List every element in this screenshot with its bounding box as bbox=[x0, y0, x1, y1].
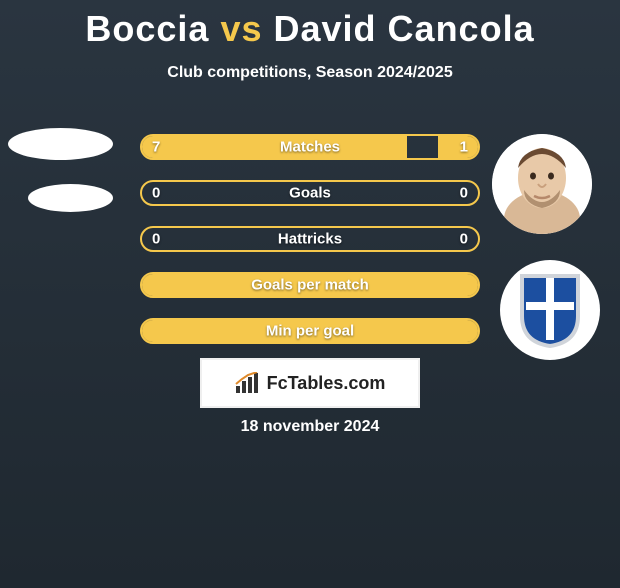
bar-label: Matches bbox=[142, 139, 478, 156]
attribution-text: FcTables.com bbox=[267, 373, 386, 394]
attribution-badge: FcTables.com bbox=[200, 358, 420, 408]
subtitle: Club competitions, Season 2024/2025 bbox=[0, 64, 620, 82]
bar-label: Hattricks bbox=[142, 231, 478, 248]
stat-bar-row: Min per goal bbox=[140, 318, 480, 344]
date-label: 18 november 2024 bbox=[0, 418, 620, 436]
page-title: Boccia vs David Cancola bbox=[0, 8, 620, 50]
vs-label: vs bbox=[220, 8, 262, 49]
player1-club-placeholder bbox=[28, 184, 113, 212]
bar-label: Goals bbox=[142, 185, 478, 202]
stat-bar-row: 00Hattricks bbox=[140, 226, 480, 252]
stats-bars: 71Matches 00Goals 00Hattricks Goals per mat… bbox=[140, 134, 480, 364]
stat-bar-row: 00Goals bbox=[140, 180, 480, 206]
player2-avatar bbox=[492, 134, 592, 234]
stat-bar-row: 71Matches bbox=[140, 134, 480, 160]
player2-name: David Cancola bbox=[274, 8, 535, 49]
barchart-icon bbox=[235, 372, 263, 394]
player1-avatar-placeholder bbox=[8, 128, 113, 160]
shield-icon bbox=[518, 272, 582, 348]
player1-name: Boccia bbox=[85, 8, 209, 49]
bar-label: Min per goal bbox=[142, 323, 478, 340]
bar-label: Goals per match bbox=[142, 277, 478, 294]
stat-bar-row: Goals per match bbox=[140, 272, 480, 298]
player2-club-badge bbox=[500, 260, 600, 360]
face-icon bbox=[492, 134, 592, 234]
